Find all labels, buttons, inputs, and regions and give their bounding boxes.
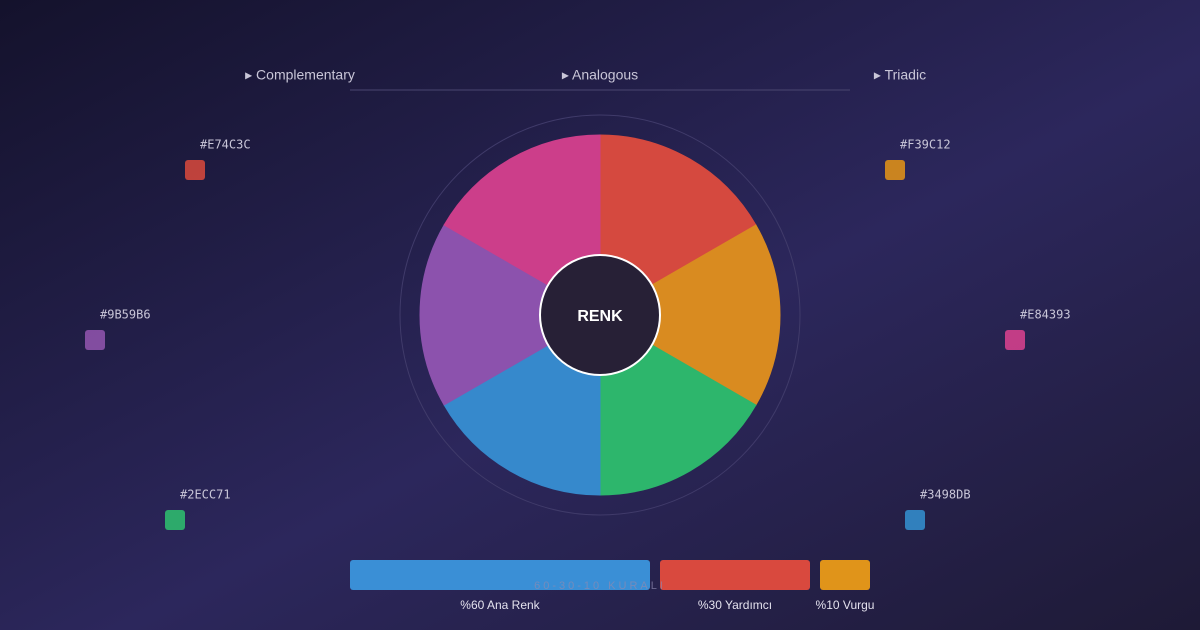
hex-label: #2ECC71 [180,488,231,502]
hex-label: #3498DB [920,488,971,502]
hex-label: #9B59B6 [100,308,151,322]
hex-label: #E74C3C [200,138,251,152]
swatch[interactable] [165,510,185,530]
wheel-segment[interactable] [598,224,781,406]
tab[interactable]: ▸ Complementary [245,67,355,83]
rule-label: %10 Vurgu [816,598,875,612]
swatch[interactable] [185,160,205,180]
wheel-center [539,254,661,376]
tab[interactable]: ▸ Triadic [874,67,926,83]
wheel-segment[interactable] [419,224,602,406]
hex-label: #F39C12 [900,138,951,152]
rule-bar [820,560,870,590]
swatch[interactable] [85,330,105,350]
rule-label: %60 Ana Renk [460,598,540,612]
swatch[interactable] [905,510,925,530]
swatch[interactable] [1005,330,1025,350]
rule-title: 60-30-10 KURALI [534,580,666,592]
rule-bar [660,560,810,590]
tab[interactable]: ▸ Analogous [562,67,638,83]
center-label: RENK [577,308,623,325]
hex-label: #E84393 [1020,308,1071,322]
swatch[interactable] [885,160,905,180]
rule-label: %30 Yardımcı [698,598,772,612]
rule-bar [350,560,650,590]
wheel-ring [399,114,801,516]
